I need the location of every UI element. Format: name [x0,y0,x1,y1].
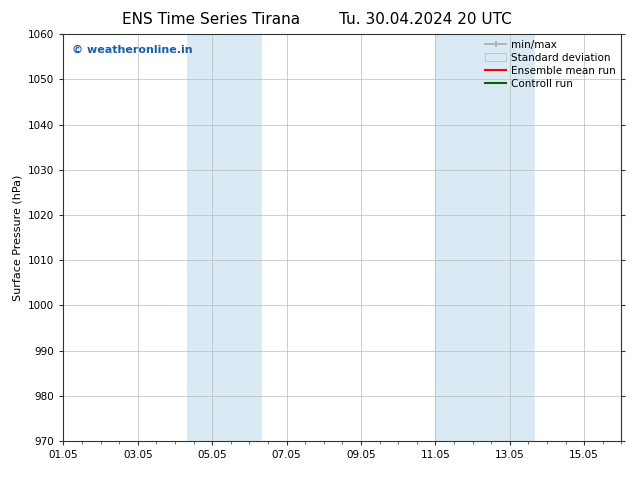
Text: © weatheronline.in: © weatheronline.in [72,45,192,54]
Bar [187,34,262,441]
Legend: min/max, Standard deviation, Ensemble mean run, Controll run: min/max, Standard deviation, Ensemble me… [485,40,616,89]
Text: ENS Time Series Tirana        Tu. 30.04.2024 20 UTC: ENS Time Series Tirana Tu. 30.04.2024 20… [122,12,512,27]
Y-axis label: Surface Pressure (hPa): Surface Pressure (hPa) [13,174,23,301]
Bar [436,34,534,441]
